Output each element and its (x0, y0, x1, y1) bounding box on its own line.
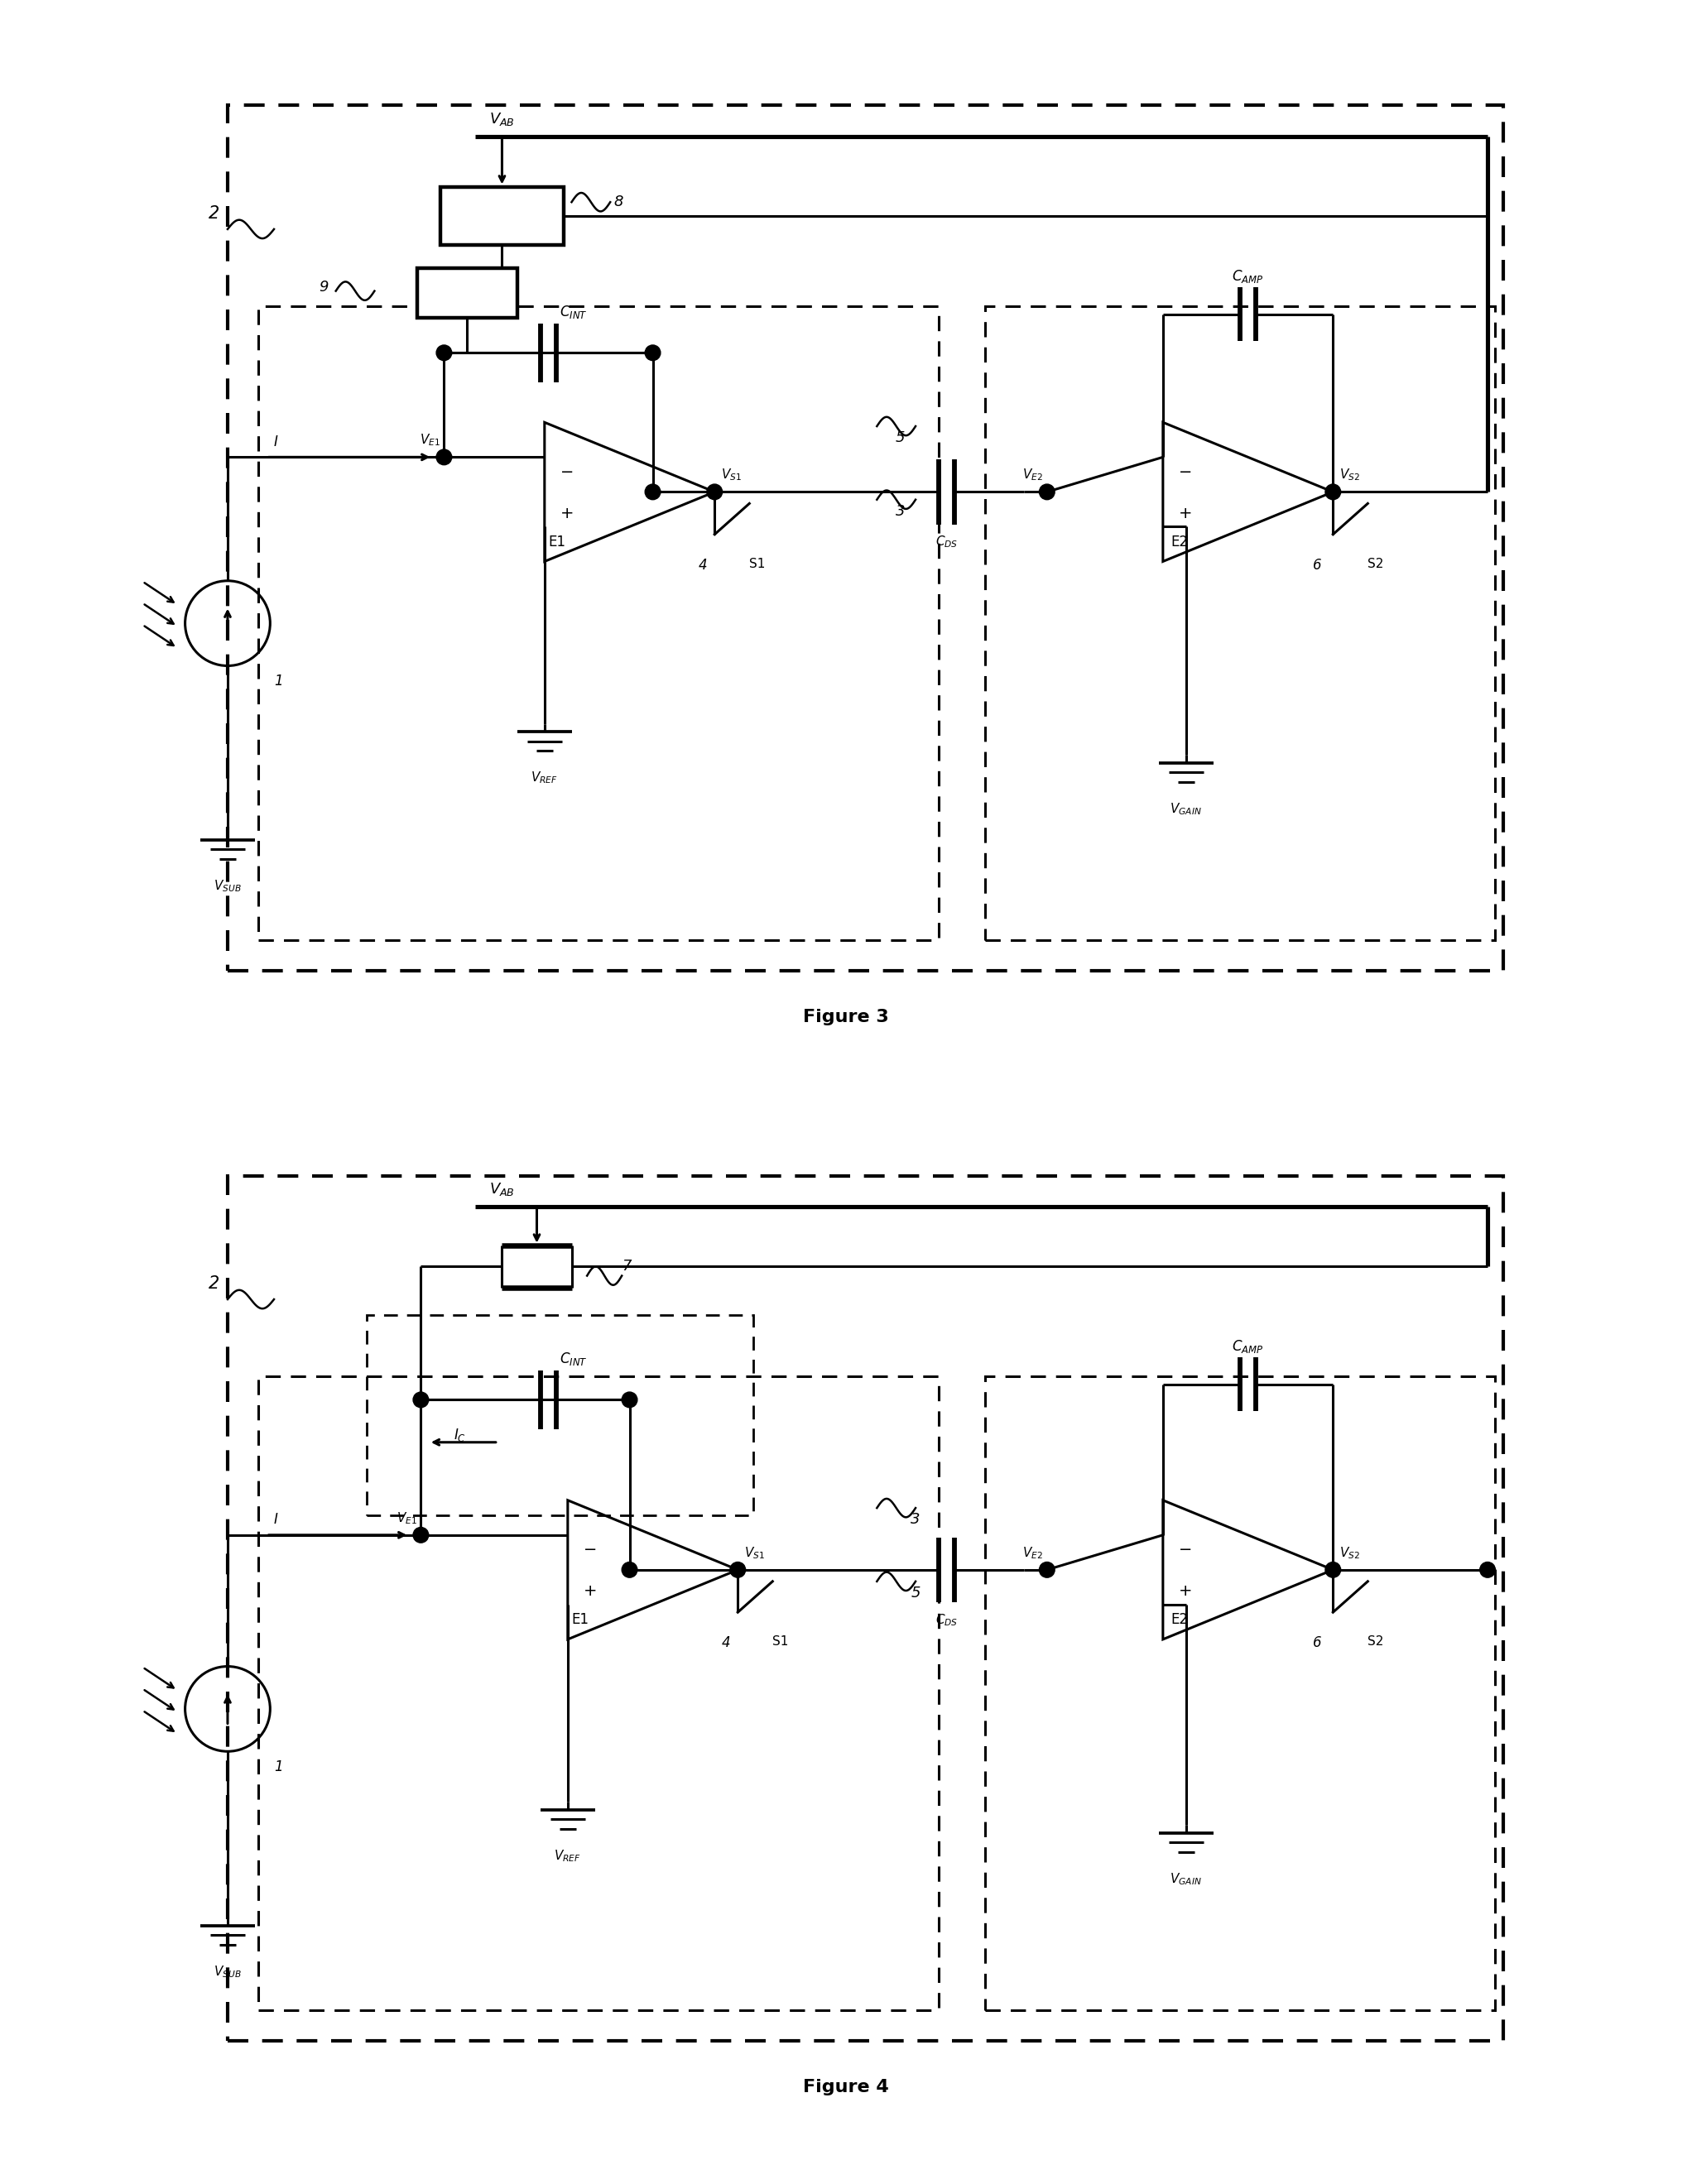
Circle shape (645, 485, 660, 500)
Circle shape (729, 1562, 746, 1577)
Text: 5: 5 (910, 1586, 920, 1601)
Circle shape (437, 450, 452, 465)
Text: $V_{GAIN}$: $V_{GAIN}$ (1171, 802, 1203, 817)
Text: Figure 3: Figure 3 (804, 1009, 888, 1024)
Text: S2: S2 (1367, 557, 1384, 570)
Text: $-$: $-$ (560, 463, 574, 478)
Circle shape (413, 1391, 428, 1406)
Text: 4: 4 (722, 1636, 731, 1651)
Text: $+$: $+$ (1178, 1583, 1191, 1599)
Text: S2: S2 (1367, 1636, 1384, 1649)
Bar (228, 105, 1502, 972)
Circle shape (623, 1562, 638, 1577)
Bar (416, 269, 518, 319)
Text: $V_{E1}$: $V_{E1}$ (396, 1511, 416, 1527)
Bar (228, 1175, 1502, 2042)
Text: 9: 9 (318, 280, 328, 295)
Text: $V_{REF}$: $V_{REF}$ (555, 1848, 582, 1863)
Text: 5: 5 (895, 430, 905, 446)
Text: 1: 1 (274, 673, 283, 688)
Circle shape (437, 345, 452, 360)
Circle shape (1325, 485, 1340, 500)
Text: E1: E1 (548, 535, 565, 550)
Text: I: I (274, 1511, 277, 1527)
Text: 7: 7 (623, 1258, 631, 1273)
Bar (259, 306, 939, 939)
Text: E1: E1 (572, 1612, 589, 1627)
Text: $V_{E1}$: $V_{E1}$ (420, 432, 440, 448)
Bar (440, 186, 563, 245)
Text: 6: 6 (1313, 557, 1321, 572)
Text: $V_{GAIN}$: $V_{GAIN}$ (1171, 1872, 1203, 1887)
Text: $V_{S1}$: $V_{S1}$ (721, 467, 741, 483)
Text: 3: 3 (895, 505, 905, 518)
Text: S1: S1 (750, 557, 765, 570)
Text: 6: 6 (1313, 1636, 1321, 1651)
Text: Figure 4: Figure 4 (804, 2079, 888, 2094)
Text: 2: 2 (208, 205, 220, 223)
Text: 2: 2 (208, 1275, 220, 1293)
Text: E2: E2 (1171, 535, 1188, 550)
Circle shape (1039, 485, 1054, 500)
Circle shape (1039, 1562, 1054, 1577)
Text: $C_{AMP}$: $C_{AMP}$ (1232, 269, 1264, 284)
Text: $V_{REF}$: $V_{REF}$ (531, 771, 558, 786)
Bar (985, 1376, 1496, 2009)
Text: $+$: $+$ (560, 507, 574, 522)
Text: $C_{DS}$: $C_{DS}$ (936, 535, 958, 550)
Circle shape (1325, 1562, 1340, 1577)
Circle shape (623, 1391, 638, 1406)
Text: E2: E2 (1171, 1612, 1188, 1627)
Text: $+$: $+$ (582, 1583, 596, 1599)
Circle shape (413, 1527, 428, 1542)
Text: $C_{INT}$: $C_{INT}$ (560, 304, 587, 321)
Text: 1: 1 (274, 1758, 283, 1773)
Text: S1: S1 (773, 1636, 788, 1649)
Circle shape (645, 345, 660, 360)
Text: $C_{AMP}$: $C_{AMP}$ (1232, 1339, 1264, 1354)
Text: $V_{E2}$: $V_{E2}$ (1022, 467, 1042, 483)
Circle shape (707, 485, 722, 500)
Text: $V_{S2}$: $V_{S2}$ (1338, 1544, 1360, 1562)
Text: $-$: $-$ (582, 1540, 596, 1555)
Text: $V_{SUB}$: $V_{SUB}$ (213, 878, 242, 893)
Text: $V_{SUB}$: $V_{SUB}$ (213, 1963, 242, 1979)
Text: 8: 8 (614, 194, 624, 210)
Text: $C_{DS}$: $C_{DS}$ (936, 1612, 958, 1627)
Text: $+$: $+$ (1178, 507, 1191, 522)
Text: 4: 4 (699, 557, 707, 572)
Text: $V_{E2}$: $V_{E2}$ (1022, 1544, 1042, 1562)
Bar (259, 1376, 939, 2009)
Bar (985, 306, 1496, 939)
Bar (367, 1315, 753, 1516)
Text: $V_{AB}$: $V_{AB}$ (489, 111, 514, 127)
Text: 3: 3 (910, 1511, 920, 1527)
Text: $-$: $-$ (1178, 1540, 1191, 1555)
Circle shape (1480, 1562, 1496, 1577)
Text: $C_{INT}$: $C_{INT}$ (560, 1350, 587, 1367)
Text: $-$: $-$ (1178, 463, 1191, 478)
Text: $V_{AB}$: $V_{AB}$ (489, 1182, 514, 1197)
Text: $V_{S2}$: $V_{S2}$ (1338, 467, 1360, 483)
Text: I: I (274, 435, 277, 450)
Text: $I_C$: $I_C$ (453, 1426, 465, 1444)
Text: $V_{S1}$: $V_{S1}$ (744, 1544, 765, 1562)
